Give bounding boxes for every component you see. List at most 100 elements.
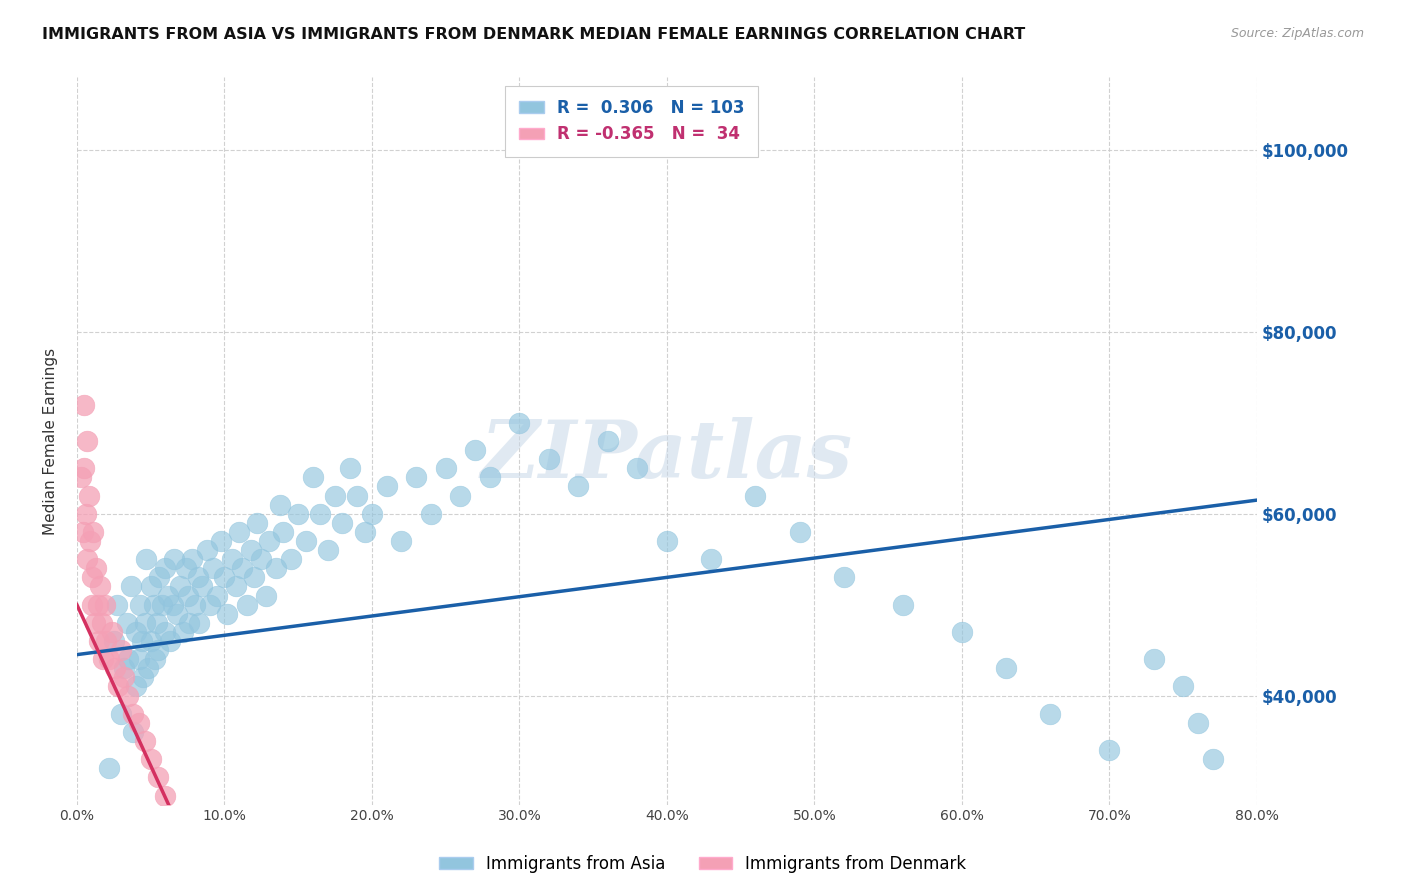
Point: [225, 579, 247, 593]
Point: [950, 624, 973, 639]
Point: [346, 489, 368, 503]
Point: [181, 552, 204, 566]
Point: [152, 598, 174, 612]
Point: [76, 434, 98, 448]
Point: [86, 598, 108, 612]
Point: [1187, 715, 1209, 730]
Point: [239, 543, 262, 558]
Point: [159, 634, 181, 648]
Point: [464, 443, 486, 458]
Point: [228, 524, 250, 539]
Point: [139, 752, 162, 766]
Point: [231, 561, 253, 575]
Point: [832, 570, 855, 584]
Point: [82, 524, 104, 539]
Point: [96, 634, 118, 648]
Point: [508, 416, 530, 430]
Point: [80, 570, 103, 584]
Point: [188, 615, 211, 630]
Point: [375, 479, 398, 493]
Point: [177, 615, 200, 630]
Point: [89, 579, 111, 593]
Point: [129, 598, 152, 612]
Point: [187, 570, 209, 584]
Point: [316, 543, 339, 558]
Point: [172, 624, 194, 639]
Legend: R =  0.306   N = 103, R = -0.365   N =  34: R = 0.306 N = 103, R = -0.365 N = 34: [505, 86, 758, 157]
Point: [1143, 652, 1166, 666]
Point: [596, 434, 619, 448]
Point: [195, 543, 218, 558]
Point: [332, 516, 354, 530]
Point: [209, 534, 232, 549]
Point: [112, 661, 135, 675]
Point: [98, 652, 121, 666]
Point: [246, 516, 269, 530]
Point: [537, 452, 560, 467]
Point: [101, 624, 124, 639]
Point: [128, 652, 150, 666]
Point: [125, 680, 148, 694]
Point: [217, 607, 239, 621]
Point: [146, 770, 169, 784]
Point: [235, 598, 257, 612]
Point: [405, 470, 427, 484]
Point: [73, 461, 96, 475]
Point: [700, 552, 723, 566]
Point: [434, 461, 457, 475]
Point: [122, 725, 145, 739]
Point: [1098, 743, 1121, 757]
Point: [214, 570, 236, 584]
Point: [250, 552, 273, 566]
Point: [389, 534, 412, 549]
Point: [117, 689, 139, 703]
Legend: Immigrants from Asia, Immigrants from Denmark: Immigrants from Asia, Immigrants from De…: [433, 848, 973, 880]
Point: [155, 561, 177, 575]
Point: [221, 552, 243, 566]
Point: [98, 761, 121, 775]
Point: [163, 552, 186, 566]
Point: [302, 470, 325, 484]
Point: [201, 561, 224, 575]
Point: [655, 534, 678, 549]
Point: [294, 534, 316, 549]
Point: [339, 461, 361, 475]
Point: [257, 534, 280, 549]
Point: [353, 524, 375, 539]
Point: [157, 589, 180, 603]
Point: [139, 634, 162, 648]
Point: [323, 489, 346, 503]
Point: [174, 561, 197, 575]
Point: [105, 598, 128, 612]
Point: [91, 615, 114, 630]
Point: [269, 498, 291, 512]
Point: [264, 561, 287, 575]
Point: [122, 706, 145, 721]
Point: [1202, 752, 1225, 766]
Point: [143, 652, 166, 666]
Point: [205, 589, 228, 603]
Point: [94, 598, 117, 612]
Point: [120, 579, 142, 593]
Point: [103, 634, 125, 648]
Point: [83, 615, 105, 630]
Point: [176, 589, 198, 603]
Point: [155, 789, 177, 803]
Point: [125, 624, 148, 639]
Point: [132, 670, 155, 684]
Point: [87, 634, 110, 648]
Point: [84, 561, 107, 575]
Point: [198, 598, 221, 612]
Point: [93, 652, 115, 666]
Point: [309, 507, 332, 521]
Point: [75, 507, 97, 521]
Point: [361, 507, 384, 521]
Point: [449, 489, 471, 503]
Point: [110, 706, 132, 721]
Point: [80, 598, 103, 612]
Point: [148, 570, 170, 584]
Point: [162, 598, 184, 612]
Point: [128, 715, 150, 730]
Point: [73, 398, 96, 412]
Point: [478, 470, 501, 484]
